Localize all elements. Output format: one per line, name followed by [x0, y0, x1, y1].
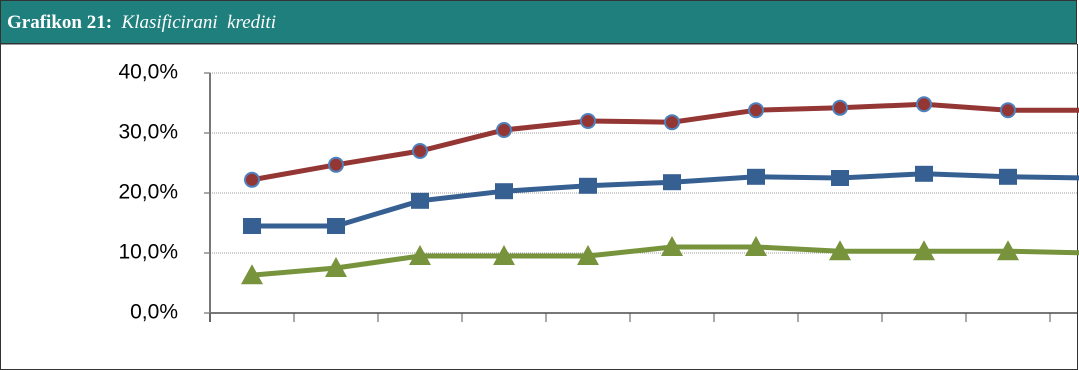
marker [997, 240, 1019, 261]
y-tick-label: 30,0% [118, 121, 178, 144]
marker [999, 168, 1017, 185]
marker [409, 245, 431, 265]
marker [577, 245, 599, 265]
marker [748, 102, 764, 119]
marker [495, 183, 513, 200]
marker [579, 177, 597, 194]
marker [241, 264, 263, 285]
marker [325, 257, 347, 277]
marker [916, 96, 932, 113]
y-tick-label: 0,0% [130, 301, 178, 324]
figure-label: Grafikon 21: [7, 12, 113, 33]
marker [327, 218, 345, 234]
marker [243, 218, 261, 234]
y-tick-label: 20,0% [118, 181, 178, 204]
title-bar: Grafikon 21: Klasificirani krediti [0, 0, 1077, 44]
marker [328, 156, 344, 173]
marker [915, 165, 933, 182]
chart-title: Klasificirani krediti [121, 12, 276, 33]
marker [496, 122, 512, 138]
chart: 0,0% 10,0% 20,0% 30,0% 40,0% [0, 44, 1079, 370]
marker [664, 114, 680, 131]
y-tick-label: 10,0% [118, 241, 178, 264]
marker [493, 245, 515, 265]
marker [244, 171, 260, 188]
marker [747, 168, 765, 185]
marker [1000, 102, 1016, 119]
marker [411, 192, 429, 209]
marker [831, 170, 849, 186]
series-line [251, 101, 1079, 183]
marker [832, 99, 848, 116]
marker [663, 174, 681, 191]
y-tick-label: 40,0% [118, 61, 178, 84]
marker [745, 236, 767, 256]
marker [829, 240, 851, 261]
marker [412, 143, 428, 159]
marker [913, 240, 935, 261]
marker [580, 113, 596, 129]
marker [661, 236, 683, 256]
